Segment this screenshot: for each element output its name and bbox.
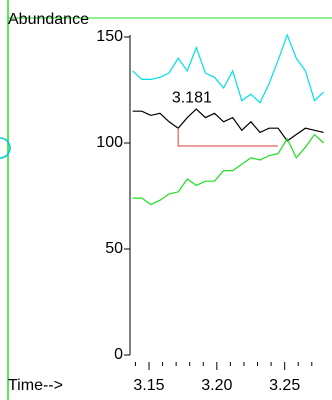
series-line xyxy=(132,108,324,142)
x-tick-label: 3.25 xyxy=(269,377,300,394)
y-tick-label: 150 xyxy=(96,28,123,45)
y-tick-label: 50 xyxy=(105,240,123,257)
y-tick-label: 100 xyxy=(96,134,123,151)
x-tick-label: 3.15 xyxy=(133,377,164,394)
peak-label: 3.181 xyxy=(172,90,212,107)
x-axis-label: Time--> xyxy=(8,377,63,394)
x-tick-label: 3.20 xyxy=(201,377,232,394)
baseline xyxy=(177,128,279,147)
y-axis-label: Abundance xyxy=(8,11,89,28)
series-line xyxy=(132,133,325,206)
edge-circle xyxy=(0,137,11,159)
series-line xyxy=(132,33,325,104)
y-tick-label: 0 xyxy=(114,346,123,363)
